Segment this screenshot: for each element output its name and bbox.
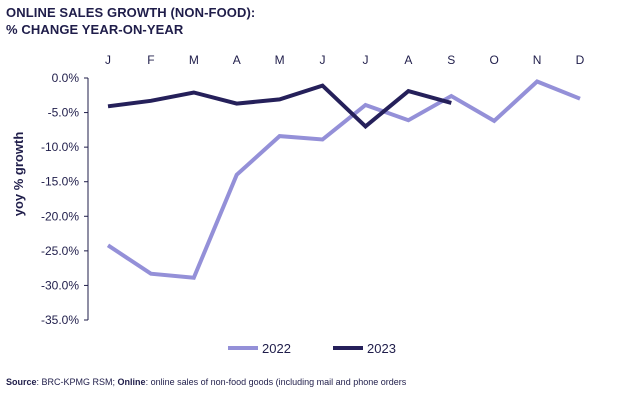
- x-tick-label: N: [533, 53, 542, 67]
- x-tick-label: O: [490, 53, 499, 67]
- y-tick-label: -10.0%: [41, 140, 79, 154]
- x-tick-label: J: [105, 53, 111, 67]
- y-tick-label: -35.0%: [41, 313, 79, 327]
- source-online-label: Online: [117, 377, 146, 387]
- x-tick-label: M: [189, 53, 199, 67]
- x-tick-label: S: [447, 53, 455, 67]
- y-tick-label: -25.0%: [41, 244, 79, 258]
- legend-label-2022: 2022: [262, 341, 291, 356]
- y-tick-label: -5.0%: [48, 106, 80, 120]
- chart-title-line-2: % CHANGE YEAR-ON-YEAR: [6, 22, 184, 37]
- legend-label-2023: 2023: [367, 341, 396, 356]
- source-text: : online sales of non-food goods (includ…: [145, 377, 407, 387]
- series-line-2023: [107, 83, 452, 130]
- y-tick-label: -30.0%: [41, 278, 79, 292]
- x-tick-label: A: [404, 53, 412, 67]
- y-tick-label: -20.0%: [41, 209, 79, 223]
- y-tick-label: 0.0%: [52, 71, 80, 85]
- y-tick-label: -15.0%: [41, 175, 79, 189]
- chart-title-line-1: ONLINE SALES GROWTH (NON-FOOD):: [6, 5, 256, 20]
- line-chart: 0.0% -5.0% -10.0% -15.0% -20.0% -25.0% -30.0% -…: [11, 53, 585, 356]
- y-axis-title: yoy % growth: [11, 132, 26, 217]
- source-prefix: Source: [6, 377, 37, 387]
- source-org: BRC-KPMG RSM;: [39, 377, 118, 387]
- series-line-2022: [106, 79, 581, 280]
- x-tick-label: J: [320, 53, 326, 67]
- source-note: Source: BRC-KPMG RSM; Online: online sal…: [6, 377, 407, 387]
- x-tick-label: A: [233, 53, 241, 67]
- x-tick-label: J: [362, 53, 368, 67]
- x-tick-label: M: [275, 53, 285, 67]
- x-tick-label: F: [147, 53, 154, 67]
- chart-title: ONLINE SALES GROWTH (NON-FOOD): % CHANGE…: [6, 4, 255, 38]
- x-tick-label: D: [576, 53, 585, 67]
